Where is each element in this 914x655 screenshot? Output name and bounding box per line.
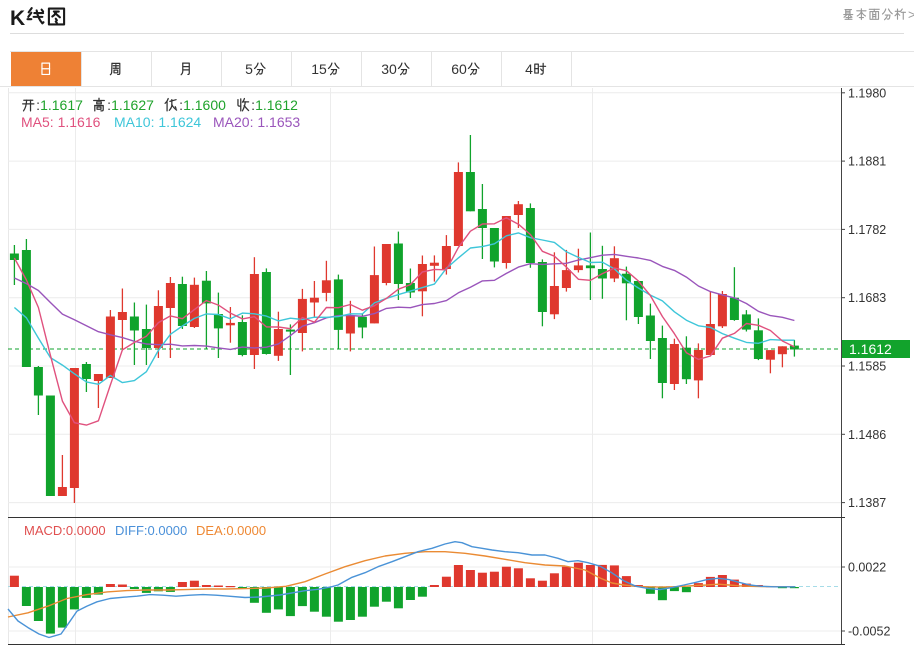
svg-text:4: 4 <box>525 61 533 77</box>
svg-text:>: > <box>908 7 914 22</box>
svg-text:1.1881: 1.1881 <box>848 155 886 169</box>
svg-text:60: 60 <box>451 61 467 77</box>
svg-text:K: K <box>10 7 25 30</box>
svg-text::: : <box>251 97 255 113</box>
svg-text:MA20: 1.1653: MA20: 1.1653 <box>213 114 300 130</box>
svg-text:MA10: 1.1624: MA10: 1.1624 <box>114 114 201 130</box>
svg-text:0.0022: 0.0022 <box>848 561 886 575</box>
svg-text:1.1387: 1.1387 <box>848 496 886 510</box>
svg-text:1.1683: 1.1683 <box>848 291 886 305</box>
svg-text:15: 15 <box>311 61 327 77</box>
svg-text:1.1617: 1.1617 <box>40 97 83 113</box>
svg-text:1.1585: 1.1585 <box>848 360 886 374</box>
svg-text:DIFF:0.0000: DIFF:0.0000 <box>115 523 187 538</box>
svg-text:1.1627: 1.1627 <box>111 97 154 113</box>
svg-text:1.1782: 1.1782 <box>848 223 886 237</box>
svg-text::: : <box>107 97 111 113</box>
svg-text:30: 30 <box>381 61 397 77</box>
svg-text:MACD:0.0000: MACD:0.0000 <box>24 523 106 538</box>
svg-text:DEA:0.0000: DEA:0.0000 <box>196 523 266 538</box>
svg-text:1.1980: 1.1980 <box>848 86 886 100</box>
svg-text:1.1486: 1.1486 <box>848 428 886 442</box>
svg-text:-0.0052: -0.0052 <box>848 625 890 639</box>
svg-text:1.1612: 1.1612 <box>849 341 892 357</box>
svg-text:5: 5 <box>245 61 253 77</box>
svg-text:MA5: 1.1616: MA5: 1.1616 <box>21 114 101 130</box>
svg-text::: : <box>179 97 183 113</box>
svg-text::: : <box>36 97 40 113</box>
svg-text:1.1600: 1.1600 <box>183 97 226 113</box>
svg-text:1.1612: 1.1612 <box>255 97 298 113</box>
